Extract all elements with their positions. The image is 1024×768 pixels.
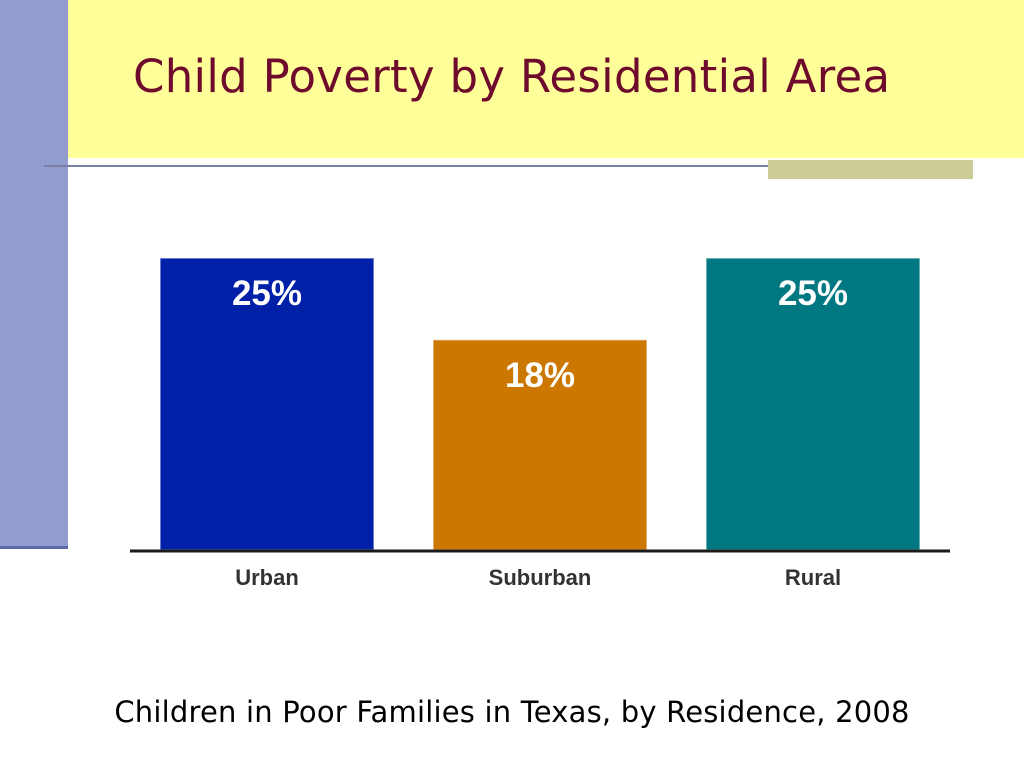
bar-urban bbox=[159, 257, 375, 551]
chart-caption: Children in Poor Families in Texas, by R… bbox=[114, 695, 910, 729]
bar-suburban bbox=[432, 339, 648, 551]
title-divider bbox=[44, 165, 973, 167]
category-label: Urban bbox=[235, 565, 299, 590]
left-accent-bar bbox=[0, 0, 68, 546]
data-label: 25% bbox=[778, 274, 848, 313]
title-accent-block bbox=[768, 160, 973, 179]
data-label: 25% bbox=[232, 274, 302, 313]
bar-rural bbox=[705, 257, 921, 551]
title-band bbox=[68, 0, 1024, 158]
category-label: Rural bbox=[785, 565, 841, 590]
slide-title: Child Poverty by Residential Area bbox=[133, 50, 891, 103]
category-label: Suburban bbox=[489, 565, 592, 590]
data-label: 18% bbox=[505, 356, 575, 395]
